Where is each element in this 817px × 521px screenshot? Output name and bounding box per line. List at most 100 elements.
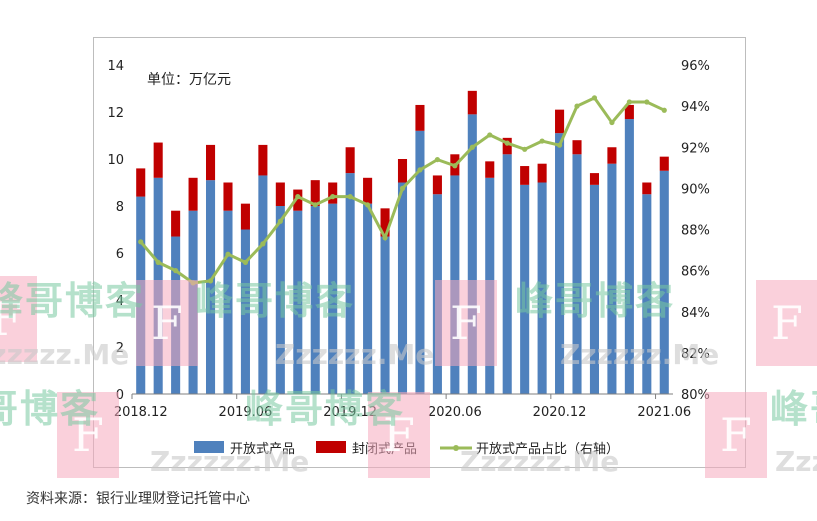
open-ratio-point <box>434 156 441 163</box>
y-left-tick-label: 14 <box>107 59 124 74</box>
watermark-brand: 峰哥博客 <box>770 387 817 431</box>
legend-swatch <box>316 441 346 453</box>
watermark-brand: 峰哥博客 <box>195 279 356 323</box>
open-product-bar <box>520 184 530 394</box>
open-ratio-point <box>225 251 231 257</box>
open-product-bar <box>502 154 512 394</box>
watermark-url: Zzzzzz.Me <box>275 338 435 371</box>
closed-product-bar <box>188 177 198 211</box>
closed-product-bar <box>310 180 320 206</box>
open-product-bar <box>397 182 408 394</box>
open-product-bar <box>624 119 634 395</box>
open-ratio-point <box>574 103 580 109</box>
open-product-bar <box>659 170 669 394</box>
closed-product-bar <box>502 137 512 155</box>
open-product-bar <box>275 206 285 394</box>
closed-product-bar <box>572 140 582 155</box>
watermark-brand: 峰哥博客 <box>0 279 146 323</box>
y-left-tick-label: 0 <box>116 388 124 403</box>
closed-product-bar <box>589 173 600 185</box>
y-right-tick-label: 94% <box>681 100 710 115</box>
axes-layer: 0 2 4 6 8 10 12 14 80% 82% 84% 86% 88% 90% 92% 94% 96% 20… <box>107 59 709 420</box>
open-product-bar <box>607 163 617 394</box>
watermark-url: Zzzzzz.Me <box>150 445 310 478</box>
x-tick-label: 2020.12 <box>533 405 587 420</box>
open-ratio-point <box>277 218 283 224</box>
open-product-bar <box>537 182 547 394</box>
open-product-bar <box>310 206 320 394</box>
watermark-url: Zzzzzz.Me <box>0 338 130 371</box>
closed-product-bar <box>467 90 477 115</box>
closed-product-bar <box>345 147 355 174</box>
open-ratio-point <box>539 138 545 144</box>
legend-swatch <box>194 441 224 453</box>
open-ratio-point <box>399 185 406 191</box>
open-product-bar <box>258 175 268 394</box>
open-ratio-point <box>417 167 423 173</box>
closed-product-bar <box>293 189 303 211</box>
open-ratio-point <box>522 146 528 152</box>
watermark-logo: F <box>0 276 37 362</box>
closed-product-bar <box>642 182 652 195</box>
y-right-tick-label: 80% <box>681 388 710 403</box>
y-left-tick-label: 10 <box>107 153 124 168</box>
open-product-bar <box>380 236 390 394</box>
open-ratio-point <box>644 99 650 105</box>
open-product-bar <box>205 180 216 394</box>
y-left-tick-label: 12 <box>107 106 124 121</box>
watermark-logo: F <box>57 392 119 478</box>
closed-product-bar <box>607 147 617 164</box>
watermark-logo: F <box>136 280 198 366</box>
closed-product-bar <box>555 109 565 134</box>
open-ratio-point <box>330 194 336 200</box>
closed-product-bar <box>397 159 408 183</box>
y-right-tick-label: 82% <box>681 347 710 362</box>
open-ratio-point <box>242 259 249 265</box>
legend-label: 开放式产品占比（右轴） <box>476 442 619 457</box>
source-note: 资料来源：银行业理财登记托管中心 <box>26 491 250 507</box>
legend-label: 开放式产品 <box>230 442 295 457</box>
closed-product-bar <box>240 203 250 230</box>
watermark-brand: 峰哥博客 <box>0 387 101 431</box>
closed-product-bar <box>363 177 373 204</box>
open-ratio-point <box>312 202 318 208</box>
closed-product-bar <box>380 208 390 237</box>
closed-product-bar <box>275 182 285 206</box>
y-left-tick-label: 8 <box>116 200 124 215</box>
open-ratio-point <box>364 202 371 208</box>
open-product-bar <box>415 130 425 395</box>
y-right-tick-label: 88% <box>681 224 710 239</box>
open-ratio-point <box>138 239 144 245</box>
open-ratio-point <box>591 95 598 101</box>
watermark-brand: 峰哥博客 <box>245 387 406 431</box>
open-ratio-point <box>155 259 161 265</box>
y-right-tick-label: 92% <box>681 141 710 156</box>
closed-product-bar <box>328 182 338 204</box>
open-product-bar <box>555 133 565 394</box>
closed-product-bar <box>258 144 268 176</box>
open-ratio-point <box>487 132 493 138</box>
open-product-bar <box>328 203 338 394</box>
open-ratio-point <box>626 99 632 105</box>
watermark-url: Zzzzzz.Me <box>560 338 720 371</box>
open-ratio-point <box>452 163 458 169</box>
open-ratio-point <box>469 144 475 150</box>
open-product-bar <box>589 184 600 394</box>
x-tick-label: 2021.06 <box>637 405 691 420</box>
closed-product-bar <box>205 144 216 181</box>
watermark-url: Zzzzzz.Me <box>460 445 620 478</box>
y-right-tick-label: 84% <box>681 306 710 321</box>
open-ratio-point <box>556 142 563 148</box>
y-left-tick-label: 2 <box>116 341 124 356</box>
open-product-bar <box>345 173 355 394</box>
open-product-bar <box>363 203 373 394</box>
closed-product-bar <box>485 161 495 178</box>
open-ratio-point <box>207 278 214 284</box>
closed-product-bar <box>624 104 634 120</box>
open-product-bar <box>467 114 477 394</box>
open-product-bar <box>642 194 652 394</box>
closed-product-bar <box>171 210 181 237</box>
watermark-logo: F <box>756 280 817 366</box>
closed-product-bar <box>153 142 163 178</box>
legend-swatch-dot <box>453 445 459 451</box>
